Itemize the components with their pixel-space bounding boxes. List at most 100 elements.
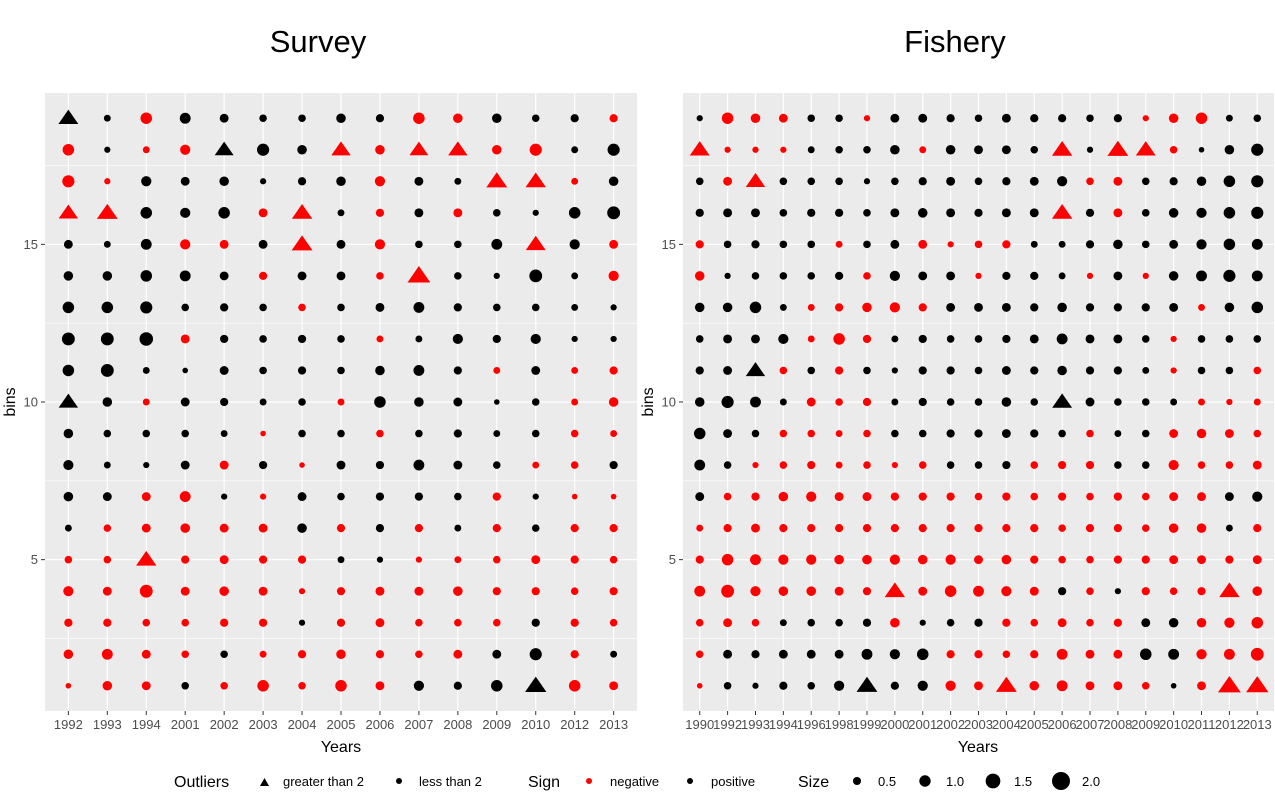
- residual-point: [807, 429, 816, 438]
- residual-point: [1225, 114, 1233, 122]
- residual-point: [571, 303, 579, 311]
- residual-point: [779, 240, 788, 249]
- residual-point: [375, 681, 385, 691]
- residual-point: [806, 554, 817, 565]
- y-tick-label: 10: [662, 395, 676, 410]
- residual-triangle: [58, 393, 79, 408]
- residual-point: [180, 397, 190, 407]
- residual-point: [1058, 272, 1066, 280]
- y-tick-label: 5: [669, 552, 676, 567]
- x-tick-label: 2002: [936, 717, 965, 732]
- residual-point: [723, 176, 733, 186]
- residual-point: [891, 429, 899, 438]
- residual-point: [835, 240, 843, 248]
- residual-point: [1058, 240, 1066, 248]
- residual-point: [453, 460, 463, 470]
- residual-point: [751, 650, 760, 659]
- residual-point: [695, 650, 704, 659]
- x-tick-label: 2012: [560, 717, 589, 732]
- residual-point: [607, 143, 620, 156]
- residual-point: [891, 367, 898, 374]
- residual-point: [179, 491, 191, 503]
- residual-point: [1169, 177, 1178, 186]
- residual-point: [918, 366, 927, 375]
- x-tick-label: 2012: [1215, 717, 1244, 732]
- residual-point: [220, 303, 229, 312]
- residual-point: [181, 681, 189, 690]
- residual-point: [570, 429, 579, 438]
- residual-point: [1086, 429, 1094, 438]
- residual-point: [1113, 555, 1122, 564]
- residual-point: [1058, 114, 1067, 123]
- residual-point: [1056, 680, 1068, 692]
- residual-point: [1029, 334, 1039, 344]
- residual-point: [492, 492, 501, 501]
- residual-point: [103, 555, 112, 564]
- residual-point: [1085, 397, 1095, 407]
- residual-point: [889, 649, 900, 660]
- x-tick-label: 2002: [210, 717, 239, 732]
- legend-size-label-0.5: 0.5: [878, 774, 896, 789]
- residual-point: [1168, 459, 1179, 471]
- residual-point: [180, 176, 190, 186]
- residual-point: [1085, 649, 1095, 659]
- residual-point: [1223, 269, 1236, 282]
- residual-triangle: [1052, 393, 1073, 408]
- residual-point: [1141, 398, 1150, 406]
- residual-point: [751, 618, 760, 627]
- residual-point: [974, 302, 983, 312]
- residual-point: [415, 429, 423, 438]
- fishery-panel: 5101519901992199319941996199819992000200…: [640, 24, 1274, 756]
- residual-point: [1168, 271, 1179, 281]
- residual-point: [862, 554, 872, 565]
- residual-point: [569, 239, 580, 250]
- residual-point: [413, 459, 425, 471]
- residual-point: [779, 177, 788, 186]
- residual-point: [695, 177, 704, 186]
- residual-point: [1057, 618, 1067, 628]
- residual-point: [374, 176, 386, 187]
- residual-point: [1086, 492, 1094, 501]
- residual-triangle: [745, 362, 766, 377]
- residual-point: [695, 240, 704, 249]
- residual-point: [891, 177, 899, 186]
- residual-triangle: [745, 172, 766, 187]
- residual-point: [890, 492, 899, 501]
- residual-point: [1030, 240, 1038, 248]
- residual-point: [1141, 555, 1150, 564]
- residual-point: [141, 492, 151, 502]
- residual-point: [297, 271, 307, 281]
- residual-point: [182, 367, 189, 374]
- residual-point: [220, 397, 229, 407]
- residual-point: [946, 618, 955, 627]
- legend-size-label-1.5: 1.5: [1014, 774, 1032, 789]
- x-tick-label: 2011: [1188, 717, 1216, 732]
- residual-point: [493, 303, 501, 312]
- residual-point: [1058, 524, 1066, 532]
- residual-point: [917, 680, 928, 691]
- x-tick-label: 2003: [964, 717, 993, 732]
- residual-triangle: [1135, 141, 1156, 156]
- residual-point: [414, 524, 424, 533]
- residual-point: [974, 650, 983, 659]
- residual-triangle: [884, 582, 906, 598]
- residual-point: [64, 524, 72, 532]
- legend-outliers-greater-label: greater than 2: [283, 774, 364, 789]
- residual-point: [103, 524, 112, 532]
- residual-point: [1086, 177, 1094, 186]
- residual-point: [568, 207, 581, 219]
- residual-point: [1169, 492, 1179, 502]
- residual-point: [1140, 648, 1152, 661]
- residual-point: [695, 208, 704, 217]
- residual-point: [259, 398, 267, 406]
- residual-point: [779, 209, 788, 217]
- residual-point: [695, 555, 704, 564]
- residual-point: [492, 113, 502, 123]
- residual-point: [890, 208, 900, 218]
- residual-point: [493, 555, 501, 564]
- residual-point: [1141, 492, 1150, 501]
- survey-panel: 5 10 15 1992 1993 1994 2001 2002 2003 2004 2005 200…: [2, 24, 637, 756]
- residual-point: [723, 334, 733, 344]
- residual-point: [297, 492, 307, 502]
- residual-point: [752, 146, 759, 153]
